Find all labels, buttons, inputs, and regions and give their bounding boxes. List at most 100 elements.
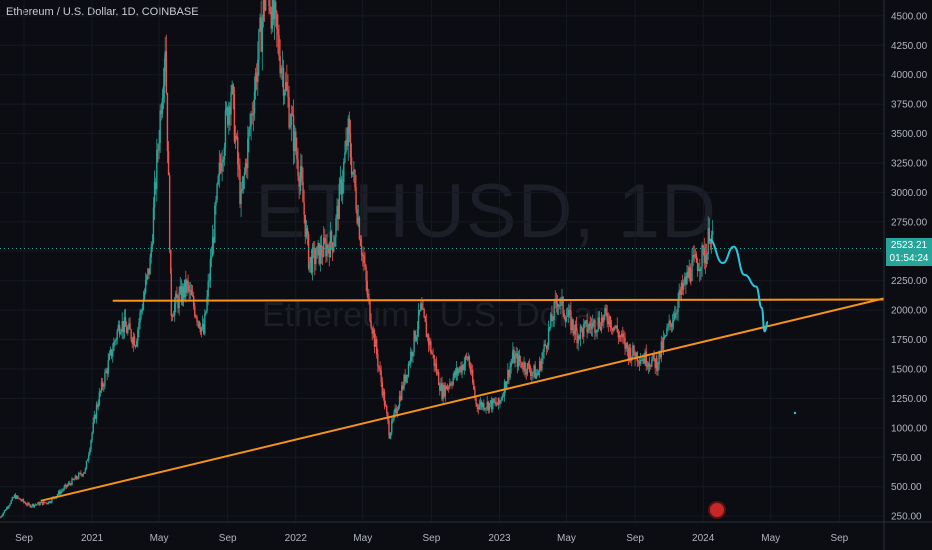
candle-body [678, 290, 680, 301]
candle-body [240, 190, 242, 204]
candle-body [706, 254, 708, 264]
candle-body [45, 502, 47, 504]
x-tick-label: 2023 [488, 533, 511, 544]
candle-body [456, 368, 459, 374]
candle-body [109, 349, 112, 355]
candle-body [206, 296, 208, 312]
candle-body [32, 504, 35, 507]
chart-title: Ethereum / U.S. Dollar, 1D, COINBASE [6, 6, 199, 18]
candle-body [701, 245, 703, 267]
candle-body [163, 58, 166, 86]
candle-body [602, 317, 604, 323]
candle-body [430, 341, 432, 353]
candle-body [24, 502, 27, 505]
candle-body [42, 501, 45, 505]
candle-body [179, 286, 181, 293]
candle-body [619, 335, 622, 337]
candle-body [23, 501, 26, 503]
candle-body [70, 483, 72, 485]
candle-body [607, 321, 610, 325]
candle-body [253, 91, 256, 114]
candle-body [312, 247, 315, 249]
candle-body [510, 362, 512, 367]
y-tick-label: 2750.00 [891, 217, 928, 228]
candle-body [434, 363, 437, 367]
candle-body [388, 420, 390, 436]
candle-body [612, 328, 614, 331]
candle-body [13, 494, 16, 498]
candle-body [677, 300, 679, 313]
candle-body [272, 0, 275, 20]
candle-body [633, 345, 635, 355]
candle-body [455, 368, 458, 376]
candle-body [461, 365, 463, 373]
candle-body [540, 361, 542, 370]
candle-body [210, 256, 213, 259]
candle-body [369, 299, 371, 322]
candle-body [546, 345, 549, 349]
candle-body [518, 355, 521, 362]
candle-body [180, 286, 183, 303]
candle-body [587, 329, 589, 333]
candle-body [603, 315, 605, 323]
candle-body [110, 349, 113, 357]
candle-body [583, 324, 585, 337]
candle-body [354, 169, 356, 188]
candle-body [389, 432, 392, 439]
candle-body [672, 320, 675, 322]
candle-body [525, 371, 527, 375]
candle-body [553, 301, 555, 321]
candle-body [702, 245, 704, 248]
candle-body [560, 298, 562, 306]
candle-body [250, 114, 252, 127]
x-tick-label: May [557, 533, 576, 544]
candle-body [83, 472, 85, 474]
candle-body [538, 361, 541, 372]
candle-body [328, 248, 330, 258]
candle-body [623, 336, 625, 339]
candle-body [218, 162, 221, 176]
candle-body [674, 313, 676, 321]
candle-body [704, 254, 707, 264]
candle-body [77, 473, 80, 479]
candle-body [551, 313, 553, 322]
us-flag-event-icon[interactable] [708, 501, 726, 519]
x-tick-label: Sep [626, 533, 644, 544]
candle-body [142, 299, 145, 310]
candle-body [652, 353, 654, 360]
candle-body [530, 370, 532, 377]
y-tick-label: 2000.00 [891, 306, 928, 317]
candle-body [59, 491, 61, 495]
y-tick-label: 1000.00 [891, 423, 928, 434]
candle-body [365, 266, 367, 281]
candle-body [4, 510, 7, 512]
candle-body [496, 404, 498, 406]
candle-body [314, 248, 316, 265]
candle-body [230, 92, 232, 115]
candle-body [269, 6, 271, 12]
candle-body [475, 398, 477, 404]
candle-body [82, 473, 84, 476]
candle-body [264, 0, 267, 11]
candle-body [156, 149, 158, 190]
candle-body [617, 331, 620, 338]
candle-body [613, 326, 615, 331]
candle-body [621, 333, 623, 337]
candle-body [462, 365, 464, 370]
candle-body [28, 503, 30, 505]
candle-body [494, 401, 496, 403]
candle-body [74, 475, 77, 480]
candle-body [171, 315, 174, 317]
candle-body [577, 335, 579, 344]
candle-body [258, 29, 260, 60]
candle-body [629, 347, 632, 361]
candle-body [521, 362, 523, 368]
candle-body [422, 308, 424, 310]
candle-body [79, 472, 81, 474]
candle-body [418, 310, 421, 312]
candle-body [311, 247, 314, 273]
candle-body [531, 373, 533, 377]
candle-body [370, 321, 372, 329]
candle-body [196, 317, 198, 322]
